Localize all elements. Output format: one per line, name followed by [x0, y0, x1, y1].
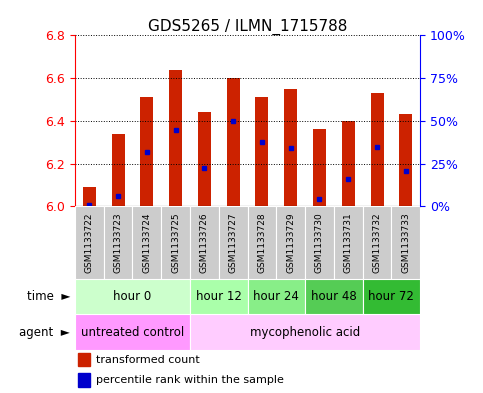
Text: GSM1133732: GSM1133732	[372, 212, 382, 273]
Bar	[161, 206, 190, 279]
Bar	[305, 279, 363, 314]
Text: GSM1133724: GSM1133724	[142, 212, 151, 273]
Text: hour 12: hour 12	[196, 290, 242, 303]
Bar	[370, 93, 384, 206]
Text: GSM1133729: GSM1133729	[286, 212, 295, 273]
Bar	[256, 97, 269, 206]
Text: transformed count: transformed count	[96, 354, 199, 365]
Text: GSM1133731: GSM1133731	[344, 212, 353, 273]
Text: GSM1133726: GSM1133726	[200, 212, 209, 273]
Bar	[227, 78, 240, 206]
Text: hour 0: hour 0	[114, 290, 152, 303]
Bar	[363, 279, 420, 314]
Bar	[112, 134, 125, 206]
Text: mycophenolic acid: mycophenolic acid	[250, 325, 360, 339]
Bar	[78, 353, 90, 366]
Bar	[305, 206, 334, 279]
Text: GSM1133733: GSM1133733	[401, 212, 411, 273]
Bar	[363, 206, 391, 279]
Bar	[169, 70, 182, 206]
Bar	[132, 206, 161, 279]
Bar	[219, 206, 247, 279]
Bar	[334, 206, 363, 279]
Bar	[75, 279, 190, 314]
Bar	[391, 206, 420, 279]
Bar	[313, 129, 326, 206]
Bar	[104, 206, 132, 279]
Bar	[75, 206, 104, 279]
Text: GSM1133730: GSM1133730	[315, 212, 324, 273]
Bar	[276, 206, 305, 279]
Bar	[247, 279, 305, 314]
Bar	[342, 121, 355, 206]
Text: GSM1133722: GSM1133722	[85, 212, 94, 273]
Bar	[190, 279, 247, 314]
Bar	[78, 373, 90, 387]
Bar	[190, 314, 420, 350]
Text: hour 48: hour 48	[311, 290, 357, 303]
Text: percentile rank within the sample: percentile rank within the sample	[96, 375, 284, 386]
Bar	[198, 112, 211, 206]
Text: hour 72: hour 72	[369, 290, 414, 303]
Bar	[75, 314, 190, 350]
Text: GSM1133727: GSM1133727	[228, 212, 238, 273]
Bar	[141, 97, 153, 206]
Bar	[284, 89, 297, 206]
Text: time  ►: time ►	[27, 290, 70, 303]
Bar	[190, 206, 219, 279]
Text: GSM1133723: GSM1133723	[114, 212, 123, 273]
Title: GDS5265 / ILMN_1715788: GDS5265 / ILMN_1715788	[148, 19, 347, 35]
Bar	[399, 114, 412, 206]
Text: hour 24: hour 24	[254, 290, 299, 303]
Text: GSM1133725: GSM1133725	[171, 212, 180, 273]
Bar	[83, 187, 96, 206]
Bar	[247, 206, 276, 279]
Text: untreated control: untreated control	[81, 325, 184, 339]
Text: GSM1133728: GSM1133728	[257, 212, 267, 273]
Text: agent  ►: agent ►	[19, 325, 70, 339]
